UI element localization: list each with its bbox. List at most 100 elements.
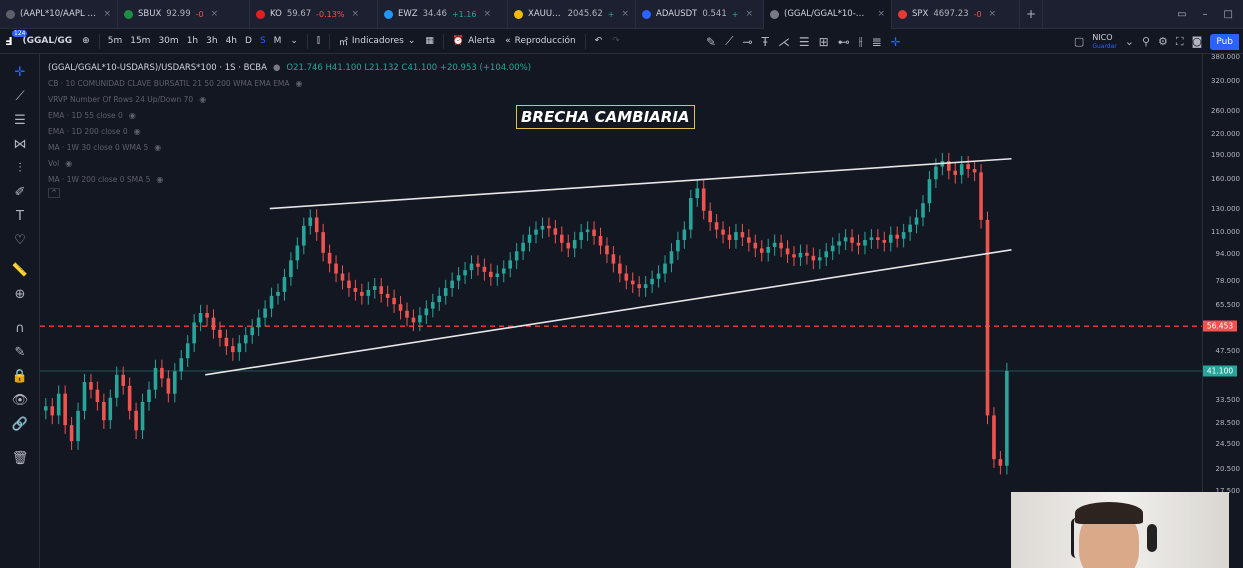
camera-icon[interactable]: ◙	[1191, 35, 1203, 48]
screen-icon[interactable]: ▭	[1177, 8, 1187, 20]
price-tick-label: 190.000	[1211, 151, 1240, 159]
eye-icon[interactable]: 👁	[11, 392, 29, 408]
browser-tab[interactable]: (GGAL/GGAL*10-USD ×	[764, 0, 892, 29]
collapse-legend-button[interactable]: ^	[48, 188, 60, 198]
indicator-row[interactable]: Vol ◉	[48, 156, 531, 172]
measure-grid-icon[interactable]: ⊞	[818, 34, 829, 49]
timeframe-option[interactable]: 4h	[225, 36, 237, 46]
timeframe-option[interactable]: M	[273, 36, 282, 46]
brush-tool-icon[interactable]: ✐	[14, 184, 26, 200]
close-tab-icon[interactable]: ×	[103, 9, 111, 19]
browser-tab[interactable]: (AAPL*10/AAPL - TSE ×	[0, 0, 118, 29]
trend-line-tool-icon[interactable]: ⟋	[15, 88, 25, 104]
tab-favicon-icon	[256, 9, 265, 19]
indicators-button[interactable]: ㎡ Indicadores ⌄	[338, 36, 416, 48]
trash-icon[interactable]: 🗑	[11, 450, 29, 466]
indicator-row[interactable]: CB · 10 COMUNIDAD CLAVE BURSATIL 21 50 2…	[48, 76, 531, 92]
fib-retracement-icon[interactable]: ☰	[798, 34, 810, 49]
fullscreen-icon[interactable]: ⛶	[1175, 34, 1184, 48]
hidden-eye-icon[interactable]: ◉	[156, 175, 164, 184]
hidden-eye-icon[interactable]: ◉	[65, 159, 73, 168]
close-tab-icon[interactable]: ×	[351, 9, 360, 19]
alert-button[interactable]: ⏰ Alerta	[452, 36, 496, 46]
timeframe-option[interactable]: 15m	[130, 36, 151, 46]
new-tab-button[interactable]: +	[1020, 0, 1044, 29]
price-tick-label: 110.000	[1211, 228, 1240, 237]
timeframe-option[interactable]: S	[259, 36, 266, 46]
hidden-eye-icon[interactable]: ◉	[295, 79, 303, 88]
tradingview-logo[interactable]: Ⅎ 124	[0, 29, 28, 54]
pattern-icon[interactable]: ⋌	[777, 34, 790, 49]
lock-drawing-icon[interactable]: ✎	[14, 344, 26, 360]
timeframe-option[interactable]: D	[245, 36, 252, 46]
hidden-eye-icon[interactable]: ◉	[199, 95, 207, 104]
close-tab-icon[interactable]: ×	[988, 9, 997, 19]
text-tool-icon[interactable]: Ŧ	[761, 34, 769, 49]
timeframe-option[interactable]: 1h	[186, 36, 199, 46]
timeframe-option[interactable]: 30m	[158, 36, 179, 46]
trend-line-icon[interactable]: ⟋	[725, 34, 734, 48]
price-tick-label: 20.500	[1215, 465, 1241, 474]
link-icon[interactable]: 🔗	[11, 416, 29, 432]
magnet-icon[interactable]: ∩	[15, 320, 25, 336]
lines-icon[interactable]: ≣	[871, 34, 882, 49]
minimize-icon[interactable]: –	[1202, 8, 1208, 20]
chevron-down-icon[interactable]: ⌄	[1124, 35, 1134, 48]
tab-favicon-icon	[898, 9, 907, 19]
browser-tab[interactable]: XAUUSD 2045.62 + ×	[508, 0, 636, 29]
pencil-icon[interactable]: ✎	[706, 34, 717, 49]
close-tab-icon[interactable]: ×	[483, 9, 492, 19]
redo-button[interactable]: ↷	[612, 36, 620, 46]
hidden-eye-icon[interactable]: ◉	[128, 111, 136, 120]
browser-tab[interactable]: ADAUSDT 0.541 + ×	[636, 0, 764, 29]
horizontal-ray-icon[interactable]: ⊸	[742, 34, 753, 49]
close-tab-icon[interactable]: ×	[745, 9, 753, 19]
timeframe-option[interactable]: 5m	[107, 36, 123, 46]
layout-icon[interactable]: ▢	[1073, 35, 1085, 48]
close-tab-icon[interactable]: ×	[877, 9, 885, 19]
forecast-tool-icon[interactable]: ⫶	[18, 160, 22, 176]
timeframe-option[interactable]: 3h	[206, 36, 218, 46]
settings-icon[interactable]: ⚙	[1158, 35, 1168, 48]
browser-tab[interactable]: SPX 4697.23 -0 ×	[892, 0, 1020, 29]
hidden-eye-icon[interactable]: ◉	[133, 127, 141, 136]
pattern-tool-icon[interactable]: ⋈	[13, 136, 27, 152]
quick-search-icon[interactable]: ⚲	[1141, 35, 1151, 48]
layout-templates-button[interactable]: ▦	[420, 29, 439, 54]
indicator-row[interactable]: MA · 1W 30 close 0 WMA 5 ◉	[48, 140, 531, 156]
crosshair-icon[interactable]: ✛	[890, 34, 901, 49]
close-tab-icon[interactable]: ×	[621, 9, 629, 19]
price-axis[interactable]: 380.000 320.000 260.000 220.000 190.000 160.0…	[1202, 53, 1243, 568]
replay-button[interactable]: « Reproducción	[505, 36, 576, 46]
indicator-label: VRVP Number Of Rows 24 Up/Down 70	[48, 95, 194, 104]
layout-profile[interactable]: NICO Guardar	[1092, 32, 1117, 50]
text-tool-icon[interactable]: T	[16, 208, 24, 224]
symbol-search[interactable]: (GGAL/GG	[22, 36, 73, 46]
hidden-eye-icon[interactable]: ◉	[154, 143, 162, 152]
chart-pane[interactable]: (GGAL/GGAL*10-USDARS)/USDARS*100 · 1S · …	[40, 54, 1202, 568]
chart-type-button[interactable]: ⫿	[312, 29, 325, 54]
publish-button[interactable]: Pub	[1210, 33, 1239, 50]
indicator-row[interactable]: VRVP Number Of Rows 24 Up/Down 70 ◉	[48, 92, 531, 108]
timeframe-dropdown-icon[interactable]: ⌄	[290, 36, 298, 46]
cross-cursor-icon[interactable]: ✛	[14, 64, 26, 80]
lock-icon[interactable]: 🔒	[11, 368, 29, 384]
horizontal-line-icon[interactable]: ⊷	[837, 34, 850, 49]
close-tab-icon[interactable]: ×	[210, 9, 219, 19]
indicator-row[interactable]: EMA · 1D 200 close 0 ◉	[48, 124, 531, 140]
browser-tab[interactable]: EWZ 34.46 +1.16 ×	[378, 0, 508, 29]
indicator-row[interactable]: MA · 1W 200 close 0 SMA 5 ◉	[48, 172, 531, 188]
browser-tab[interactable]: SBUX 92.99 -0 ×	[118, 0, 250, 29]
vertical-line-icon[interactable]: ⫲	[858, 34, 863, 48]
heart-icon[interactable]: ♡	[14, 232, 26, 248]
fib-tool-icon[interactable]: ☰	[14, 112, 26, 128]
ruler-icon[interactable]: 📏	[11, 262, 29, 278]
chart-text-annotation[interactable]: BRECHA CAMBIARIA	[516, 105, 695, 129]
browser-tab[interactable]: KO 59.67 -0.13% ×	[250, 0, 378, 29]
zoom-in-icon[interactable]: ⊕	[14, 286, 26, 302]
candle-body	[192, 322, 196, 344]
indicator-row[interactable]: EMA · 1D 55 close 0 ◉	[48, 108, 531, 124]
maximize-icon[interactable]: □	[1223, 8, 1233, 20]
add-symbol-button[interactable]: ⊕	[82, 36, 90, 46]
undo-button[interactable]: ↶	[594, 36, 603, 46]
